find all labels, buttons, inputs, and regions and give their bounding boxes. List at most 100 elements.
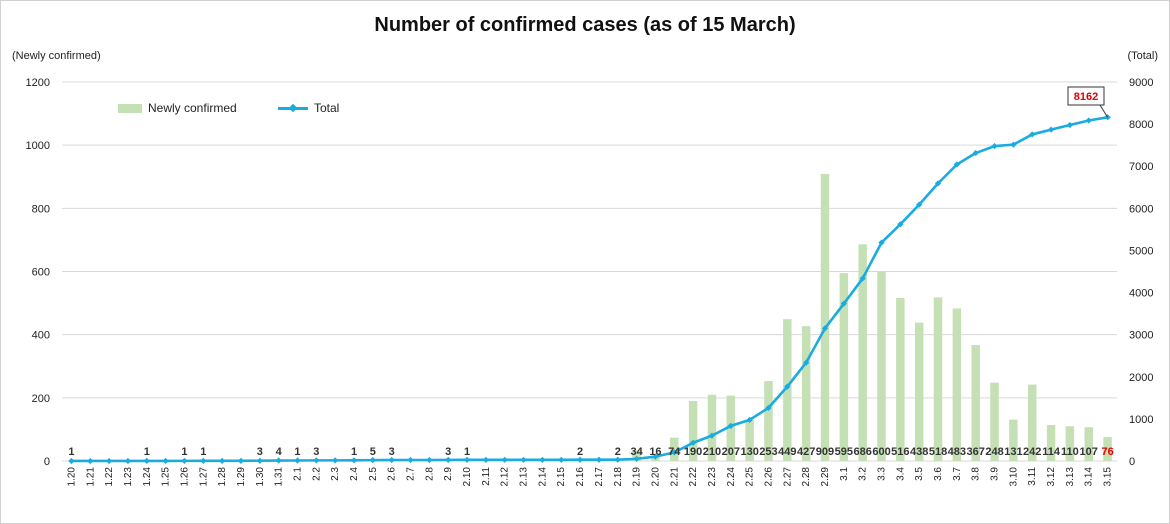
- x-tick-label: 2.24: [726, 467, 737, 487]
- total-marker: [1104, 114, 1111, 121]
- total-marker: [595, 456, 603, 463]
- y-tick-label-left: 1200: [26, 77, 50, 89]
- legend-bar-swatch: [118, 104, 142, 114]
- bar-data-label: 114: [1042, 446, 1061, 458]
- y-tick-label-right: 2000: [1129, 372, 1153, 384]
- bar-data-label: 449: [778, 446, 796, 458]
- bar-data-label: 1: [68, 446, 74, 458]
- y-tick-label-left: 400: [32, 330, 50, 342]
- x-tick-label: 3.9: [990, 467, 1001, 481]
- callout-leader: [1099, 104, 1109, 118]
- bar-data-label: 74: [668, 446, 681, 458]
- bar: [1027, 384, 1037, 461]
- x-tick-label: 2.4: [349, 467, 360, 481]
- x-tick-label: 2.20: [650, 467, 661, 487]
- bar-data-label: 248: [985, 446, 1003, 458]
- bar-data-label: 518: [929, 446, 947, 458]
- y-tick-label-left: 800: [32, 203, 50, 215]
- x-tick-label: 2.3: [330, 467, 341, 481]
- bar: [1084, 427, 1093, 461]
- total-callout-label: 8162: [1074, 91, 1098, 103]
- total-marker: [294, 457, 301, 464]
- x-tick-label: 2.23: [707, 467, 718, 487]
- bar: [858, 244, 867, 461]
- x-tick-label: 2.10: [462, 467, 473, 487]
- y-axis-label-left: (Newly confirmed): [12, 50, 101, 62]
- total-marker: [200, 457, 207, 464]
- bar-data-label: 210: [703, 446, 721, 458]
- bar: [1065, 426, 1075, 461]
- x-tick-label: 2.15: [556, 467, 567, 487]
- x-tick-label: 1.22: [104, 467, 115, 487]
- total-marker: [407, 456, 414, 464]
- x-tick-label: 3.4: [895, 467, 906, 481]
- x-tick-label: 3.3: [877, 467, 888, 481]
- x-tick-label: 3.8: [971, 467, 982, 481]
- bar-data-label: 34: [630, 446, 643, 458]
- total-marker: [1029, 131, 1036, 138]
- x-tick-label: 2.13: [519, 467, 530, 487]
- x-tick-label: 3.2: [858, 467, 869, 481]
- x-tick-label: 2.22: [688, 467, 699, 487]
- x-tick-label: 3.13: [1065, 467, 1076, 487]
- bar-data-label: 595: [835, 446, 853, 458]
- legend-total-label: Total: [314, 101, 340, 115]
- bar-data-label: 427: [797, 446, 815, 458]
- x-tick-label: 3.10: [1008, 467, 1019, 487]
- x-tick-label: 2.11: [481, 467, 492, 486]
- x-tick-label: 3.12: [1046, 467, 1057, 487]
- total-marker: [143, 457, 150, 465]
- y-tick-label-left: 600: [32, 267, 50, 279]
- bar-data-label: 1: [181, 446, 187, 458]
- bar: [952, 308, 962, 461]
- y-tick-label-right: 5000: [1129, 245, 1153, 257]
- x-tick-label: 2.18: [613, 467, 624, 487]
- total-marker: [350, 457, 358, 464]
- bar: [764, 381, 773, 461]
- total-marker: [520, 456, 527, 463]
- x-tick-label: 3.1: [839, 467, 850, 481]
- total-marker: [87, 457, 94, 465]
- total-marker: [1085, 117, 1092, 124]
- bar-data-label: 190: [684, 446, 702, 458]
- x-tick-label: 1.25: [161, 467, 172, 487]
- x-tick-label: 2.1: [292, 467, 303, 481]
- x-tick-label: 2.6: [387, 467, 398, 481]
- x-tick-label: 2.21: [669, 467, 680, 487]
- bar-data-label: 5: [370, 446, 376, 458]
- bar-data-label: 1: [200, 446, 206, 458]
- bar-data-label: 1: [144, 446, 150, 458]
- bar-data-label: 2: [577, 446, 583, 458]
- total-marker: [388, 456, 395, 464]
- x-tick-label: 2.29: [820, 467, 831, 487]
- bar: [839, 273, 849, 461]
- total-marker: [124, 457, 132, 465]
- x-tick-label: 2.16: [575, 467, 586, 487]
- bar: [933, 297, 943, 461]
- y-axis-label-right: (Total): [1127, 50, 1158, 62]
- x-tick-label: 1.26: [179, 467, 190, 487]
- x-tick-label: 2.17: [594, 467, 605, 487]
- total-marker: [237, 457, 245, 464]
- bar-data-label: 438: [910, 446, 928, 458]
- bar: [1103, 436, 1112, 461]
- y-tick-label-right: 9000: [1129, 77, 1153, 89]
- x-tick-label: 2.27: [782, 467, 793, 487]
- y-tick-label-right: 0: [1129, 456, 1135, 468]
- x-tick-label: 2.25: [745, 467, 756, 487]
- bar: [707, 394, 717, 461]
- bar-data-label: 110: [1061, 446, 1079, 458]
- x-tick-label: 2.2: [311, 467, 322, 481]
- bar-data-label: 3: [445, 446, 451, 458]
- total-marker: [445, 456, 452, 463]
- total-marker: [1047, 126, 1055, 133]
- x-tick-label: 2.14: [537, 467, 548, 487]
- bar-data-label: 253: [759, 446, 777, 458]
- x-tick-label: 1.30: [255, 467, 266, 487]
- total-line: [71, 116, 1108, 463]
- bar: [877, 271, 886, 461]
- x-tick-label: 3.7: [952, 467, 963, 481]
- bar: [820, 173, 830, 461]
- bar: [783, 319, 792, 461]
